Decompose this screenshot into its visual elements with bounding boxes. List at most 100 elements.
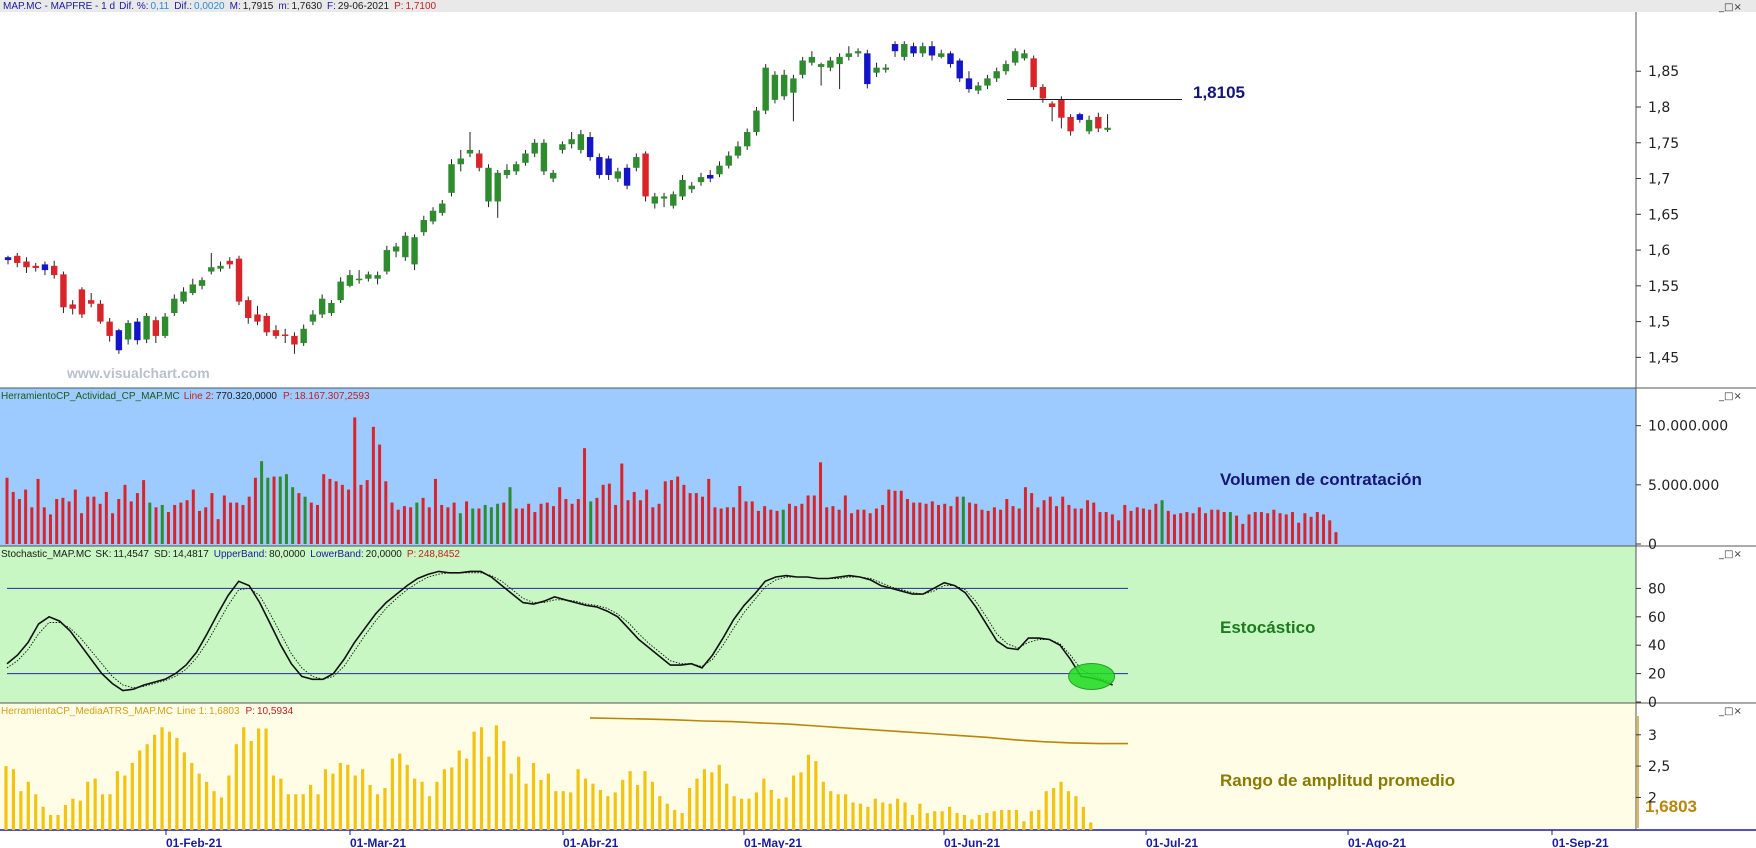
atr-bar xyxy=(1052,788,1056,830)
atr-bar xyxy=(985,813,989,830)
volume-bar xyxy=(638,500,642,544)
volume-bar xyxy=(1129,510,1133,544)
x-tick-label: 01-Feb-21 xyxy=(166,836,222,848)
volume-bar xyxy=(514,508,518,544)
atr-bar xyxy=(643,771,647,830)
atr-bar xyxy=(286,794,290,830)
volume-bar xyxy=(272,476,276,544)
volume-bar xyxy=(334,481,338,544)
volume-bar xyxy=(291,487,295,544)
atr-bar xyxy=(509,773,513,830)
candle-body xyxy=(605,158,612,175)
candle-body xyxy=(956,60,963,79)
atr-bar xyxy=(167,731,172,830)
candle-body xyxy=(864,53,871,85)
volume-window-buttons[interactable]: _□× xyxy=(1718,391,1742,402)
volume-bar xyxy=(440,504,444,544)
atr-bar xyxy=(903,802,907,830)
atr-bar xyxy=(791,775,796,830)
stochastic-sd-line xyxy=(6,572,1113,689)
volume-bar xyxy=(881,504,885,544)
atr-bar xyxy=(539,779,543,830)
volume-bar xyxy=(937,504,940,544)
candle-body xyxy=(4,257,12,261)
volume-bar xyxy=(620,463,624,544)
volume-bar xyxy=(1017,508,1021,544)
volume-bar xyxy=(1067,504,1071,544)
atr-window-buttons[interactable]: _□× xyxy=(1718,706,1742,717)
volume-bar xyxy=(968,502,972,544)
atr-bar xyxy=(836,794,840,830)
atr-bar xyxy=(665,803,669,830)
volume-bar xyxy=(1073,508,1077,544)
volume-bar xyxy=(98,503,102,544)
volume-bar xyxy=(409,507,413,544)
volume-bar xyxy=(198,510,202,544)
volume-bar xyxy=(862,509,866,544)
volume-bar xyxy=(340,484,344,544)
atr-bar xyxy=(93,778,97,830)
atr-bar xyxy=(739,798,744,830)
volume-bar xyxy=(551,506,555,544)
candle-body xyxy=(836,56,843,65)
atr-bar xyxy=(591,783,595,830)
volume-bar xyxy=(24,489,28,544)
volume-bar xyxy=(949,506,953,544)
volume-bar xyxy=(1160,500,1164,544)
volume-bar xyxy=(663,481,667,544)
atr-bar xyxy=(145,744,149,830)
volume-header: HerramientoCP_Actividad_CP_MAP.MC Line 2:… xyxy=(1,391,370,402)
candle-body xyxy=(614,171,622,179)
price-tick-label: 1,6 xyxy=(1648,243,1670,259)
candle-body xyxy=(586,137,594,158)
atr-bar xyxy=(160,727,164,830)
volume-bars xyxy=(5,417,1338,544)
volume-bar xyxy=(874,508,878,544)
volume-bar xyxy=(645,489,649,544)
volume-bar xyxy=(992,507,996,544)
volume-bar xyxy=(433,478,437,544)
volume-bar xyxy=(309,502,313,544)
atr-bar xyxy=(569,792,573,830)
volume-bar xyxy=(247,496,251,544)
candle-body xyxy=(87,300,95,304)
candle-body xyxy=(854,51,862,54)
volume-bar xyxy=(812,495,816,544)
volume-bar xyxy=(1005,499,1009,544)
price-window-buttons[interactable]: _□× xyxy=(1718,2,1742,13)
candle-body xyxy=(1095,117,1102,129)
volume-bar xyxy=(347,489,351,544)
volume-bar xyxy=(1117,520,1121,544)
atr-y-axis: 22,53 xyxy=(1636,716,1670,828)
volume-bar xyxy=(856,509,860,544)
price-tick-label: 1,55 xyxy=(1648,279,1679,295)
volume-bar xyxy=(135,493,139,544)
atr-bar xyxy=(398,753,402,830)
atr-bar xyxy=(554,791,558,830)
atr-bar xyxy=(86,781,90,830)
volume-bar xyxy=(297,493,301,544)
candle-body xyxy=(531,142,538,154)
atr-bar xyxy=(598,789,602,830)
candle-body xyxy=(799,60,806,75)
volume-bar xyxy=(607,483,611,544)
volume-y-axis: 0 5.000.000 10.000.000 xyxy=(1636,419,1728,553)
volume-bar xyxy=(1104,512,1108,544)
atr-bar xyxy=(212,791,216,830)
stochastic-window-buttons[interactable]: _□× xyxy=(1718,549,1742,560)
volume-bar xyxy=(744,501,748,544)
volume-bar xyxy=(1011,506,1015,544)
candle-body xyxy=(513,164,520,172)
candle-body xyxy=(762,67,769,111)
atr-tick-label: 2,5 xyxy=(1648,759,1670,775)
stochastic-sk-line xyxy=(6,570,1113,692)
volume-bar xyxy=(359,484,363,544)
atr-bar xyxy=(910,814,915,830)
x-tick-label: 01-May-21 xyxy=(744,836,802,848)
atr-bar xyxy=(249,741,253,830)
stochastic-annotation: Estocástico xyxy=(1220,618,1315,637)
candle-body xyxy=(272,330,280,336)
volume-bar xyxy=(216,519,220,544)
volume-bar xyxy=(1141,508,1145,544)
volume-bar xyxy=(589,501,593,544)
